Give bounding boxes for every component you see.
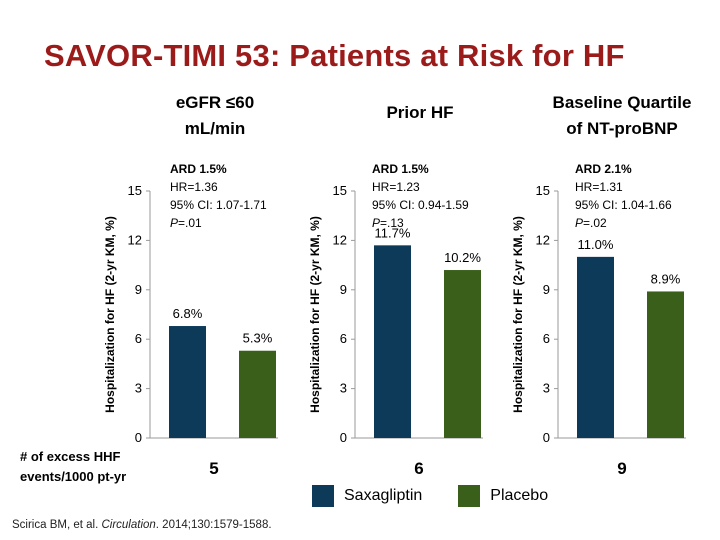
chart-1-bar-label: 5.3% [243, 331, 273, 346]
chart-1-ytick-label: 3 [135, 381, 142, 396]
chart-1-ytick-label: 9 [135, 282, 142, 297]
chart-1-stat-p-value: =.01 [178, 216, 202, 230]
excess-events-label-line1: # of excess HHF [20, 449, 121, 464]
chart-3-bar-label: 11.0% [578, 237, 614, 252]
excess-events-label-line2: events/1000 pt-yr [20, 469, 127, 484]
chart-3-ytick-label: 15 [536, 183, 550, 198]
chart-2-stat-ard: ARD 1.5% [372, 162, 429, 176]
legend: Saxagliptin Placebo [312, 485, 584, 507]
chart-3-stat-ci: 95% CI: 1.04-1.66 [575, 198, 672, 212]
chart-2-ytick-label: 6 [340, 331, 347, 346]
chart-3-ylabel: Hospitalization for HF (2-yr KM, %) [511, 216, 525, 413]
chart-2-bar-placebo [444, 270, 481, 438]
chart-3-ytick-label: 0 [543, 430, 550, 445]
excess-events-label: # of excess HHF events/1000 pt-yr [20, 447, 150, 487]
legend-item-saxagliptin: Saxagliptin [312, 485, 422, 507]
chart-2-stat-hr: HR=1.23 [372, 180, 420, 194]
chart-3-title-line: of NT-proBNP [566, 119, 677, 138]
chart-3-stat-ard: ARD 2.1% [575, 162, 632, 176]
chart-3-ytick-label: 9 [543, 282, 550, 297]
chart-1-stat-p-symbol: P [170, 216, 178, 230]
chart-2-bar-label: 11.7% [375, 225, 411, 240]
chart-1-excess-events: 5 [209, 459, 218, 478]
chart-3-stat-p-symbol: P [575, 216, 583, 230]
chart-2-bar-label: 10.2% [444, 250, 481, 265]
legend-label-saxagliptin: Saxagliptin [344, 487, 423, 504]
chart-3-bar-label: 8.9% [651, 271, 681, 286]
legend-label-placebo: Placebo [490, 487, 549, 504]
chart-3-bar-placebo [647, 291, 684, 438]
chart-2-ytick-label: 0 [340, 430, 347, 445]
chart-1-ytick-label: 0 [135, 430, 142, 445]
chart-3-excess-events: 9 [617, 459, 626, 478]
citation-rest: . 2014;130:1579-1588. [155, 519, 272, 531]
chart-1-stat-hr: HR=1.36 [170, 180, 218, 194]
citation-authors: Scirica BM, et al. [12, 519, 102, 531]
chart-1-bar-label: 6.8% [173, 306, 203, 321]
legend-item-placebo: Placebo [458, 485, 548, 507]
chart-2-ytick-label: 9 [340, 282, 347, 297]
chart-3-bar-saxagliptin [577, 256, 614, 438]
chart-2-stat-ci: 95% CI: 0.94-1.59 [372, 198, 469, 212]
chart-3-title-line: Baseline Quartile [553, 93, 692, 112]
chart-3-stat-hr: HR=1.31 [575, 180, 623, 194]
chart-3-ytick-label: 6 [543, 331, 550, 346]
citation-journal: Circulation [101, 519, 156, 531]
chart-1-stat-p: P=.01 [170, 216, 202, 230]
chart-2-excess-events: 6 [414, 459, 423, 478]
chart-3-ytick-label: 3 [543, 381, 550, 396]
chart-2-ytick-label: 3 [340, 381, 347, 396]
chart-2-bar-saxagliptin [374, 245, 411, 438]
chart-1-ytick-label: 15 [128, 183, 142, 198]
chart-3-stat-p-value: =.02 [583, 216, 607, 230]
chart-1-ylabel: Hospitalization for HF (2-yr KM, %) [103, 216, 117, 413]
legend-swatch-saxagliptin [312, 485, 334, 507]
citation: Scirica BM, et al. Circulation. 2014;130… [12, 519, 272, 531]
chart-1-title-line: eGFR ≤60 [176, 93, 254, 112]
chart-1-bar-saxagliptin [169, 326, 206, 438]
chart-3-stat-p: P=.02 [575, 216, 607, 230]
chart-2-stat-p: P=.13 [372, 216, 404, 230]
chart-2-ytick-label: 12 [333, 232, 347, 247]
chart-2-stat-p-symbol: P [372, 216, 380, 230]
chart-1-ytick-label: 6 [135, 331, 142, 346]
chart-1-stat-ard: ARD 1.5% [170, 162, 227, 176]
slide-title: SAVOR-TIMI 53: Patients at Risk for HF [44, 38, 625, 73]
chart-2-title-line: Prior HF [386, 103, 453, 122]
chart-3-ytick-label: 12 [536, 232, 550, 247]
chart-2-stat-p-value: =.13 [380, 216, 404, 230]
chart-1-ytick-label: 12 [128, 232, 142, 247]
legend-swatch-placebo [458, 485, 481, 507]
chart-2-ylabel: Hospitalization for HF (2-yr KM, %) [308, 216, 322, 413]
chart-1-bar-placebo [239, 350, 276, 438]
chart-1-stat-ci: 95% CI: 1.07-1.71 [170, 198, 267, 212]
chart-1-title-line: mL/min [185, 119, 245, 138]
chart-2-ytick-label: 15 [333, 183, 347, 198]
